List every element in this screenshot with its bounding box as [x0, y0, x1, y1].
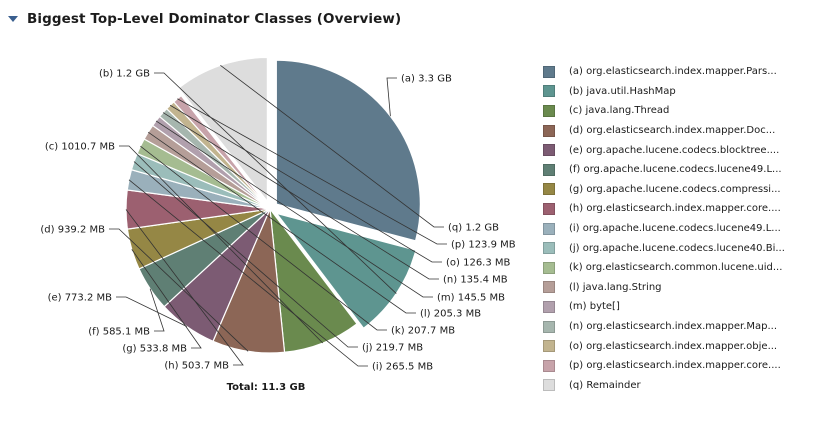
legend-item-d[interactable]: (d) org.elasticsearch.index.mapper.Doc..…: [543, 121, 828, 141]
legend-label: (f) org.apache.lucene.codecs.lucene49.L.…: [569, 164, 782, 176]
slice-label-d: (d) 939.2 MB: [40, 225, 105, 236]
legend-swatch: [543, 144, 555, 157]
section-header: Biggest Top-Level Dominator Classes (Ove…: [8, 9, 401, 29]
leader-line-k: [140, 145, 387, 331]
legend-item-j[interactable]: (j) org.apache.lucene.codecs.lucene40.Bi…: [543, 238, 828, 258]
leader-line-p: [177, 98, 447, 245]
slice-label-i: (i) 265.5 MB: [372, 362, 433, 373]
leader-line-m: [155, 120, 433, 298]
legend-label: (p) org.elasticsearch.index.mapper.core.…: [569, 360, 781, 372]
leader-line-n: [162, 112, 439, 280]
legend-swatch: [543, 340, 555, 353]
legend-item-a[interactable]: (a) org.elasticsearch.index.mapper.Pars.…: [543, 62, 828, 82]
legend-swatch: [543, 242, 555, 255]
total-label: Total: 11.3 GB: [227, 382, 306, 393]
leader-line-o: [169, 104, 442, 263]
slice-label-n: (n) 135.4 MB: [443, 275, 508, 286]
legend-label: (m) byte[]: [569, 301, 620, 313]
collapse-triangle-icon[interactable]: [8, 16, 18, 22]
slice-label-o: (o) 126.3 MB: [446, 258, 511, 269]
legend-item-n[interactable]: (n) org.elasticsearch.index.mapper.Map..…: [543, 317, 828, 337]
leader-line-j: [133, 161, 358, 348]
legend-item-f[interactable]: (f) org.apache.lucene.codecs.lucene49.L.…: [543, 160, 828, 180]
leader-line-h: [125, 209, 244, 366]
legend-label: (i) org.apache.lucene.codecs.lucene49.L.…: [569, 223, 781, 235]
slice-label-f: (f) 585.1 MB: [88, 327, 150, 338]
legend-label: (q) Remainder: [569, 379, 641, 391]
legend-label: (l) java.lang.String: [569, 281, 662, 293]
legend-item-e[interactable]: (e) org.apache.lucene.codecs.blocktree..…: [543, 140, 828, 160]
legend-label: (j) org.apache.lucene.codecs.lucene40.Bi…: [569, 242, 785, 254]
slice-label-j: (j) 219.7 MB: [362, 343, 423, 354]
slice-label-p: (p) 123.9 MB: [451, 240, 516, 251]
legend-swatch: [543, 261, 555, 274]
slice-label-g: (g) 533.8 MB: [122, 344, 187, 355]
legend-item-l[interactable]: (l) java.lang.String: [543, 278, 828, 298]
legend: (a) org.elasticsearch.index.mapper.Pars.…: [543, 62, 828, 395]
legend-label: (n) org.elasticsearch.index.mapper.Map..…: [569, 321, 778, 333]
legend-item-o[interactable]: (o) org.elasticsearch.index.mapper.obje.…: [543, 336, 828, 356]
legend-item-p[interactable]: (p) org.elasticsearch.index.mapper.core.…: [543, 356, 828, 376]
legend-item-k[interactable]: (k) org.elasticsearch.common.lucene.uid.…: [543, 258, 828, 278]
legend-swatch: [543, 359, 555, 372]
legend-swatch: [543, 65, 555, 78]
leader-line-e: [116, 296, 187, 327]
legend-swatch: [543, 124, 555, 137]
legend-item-b[interactable]: (b) java.util.HashMap: [543, 82, 828, 102]
legend-item-h[interactable]: (h) org.elasticsearch.index.mapper.core.…: [543, 199, 828, 219]
leader-line-b: [154, 72, 397, 294]
slice-label-h: (h) 503.7 MB: [164, 361, 229, 372]
legend-label: (e) org.apache.lucene.codecs.blocktree..…: [569, 144, 780, 156]
leader-line-g: [131, 249, 202, 349]
legend-swatch: [543, 222, 555, 235]
legend-label: (d) org.elasticsearch.index.mapper.Doc..…: [569, 125, 776, 137]
legend-label: (g) org.apache.lucene.codecs.compressi..…: [569, 183, 781, 195]
leader-line-f: [149, 288, 165, 332]
pie-chart: (a) 3.3 GB (b) 1.2 GB (c) 1010.7 MB (d) 939…: [40, 56, 516, 393]
legend-item-q[interactable]: (q) Remainder: [543, 376, 828, 396]
legend-swatch: [543, 379, 555, 392]
legend-swatch: [543, 85, 555, 98]
leader-line-l: [147, 131, 416, 314]
slice-label-e: (e) 773.2 MB: [48, 293, 113, 304]
leader-line-a: [386, 77, 397, 117]
page-title: Biggest Top-Level Dominator Classes (Ove…: [27, 11, 402, 27]
leader-line-i: [128, 179, 368, 367]
legend-label: (c) java.lang.Thread: [569, 105, 670, 117]
slice-label-q: (q) 1.2 GB: [448, 223, 499, 234]
legend-label: (a) org.elasticsearch.index.mapper.Pars.…: [569, 66, 777, 78]
legend-label: (k) org.elasticsearch.common.lucene.uid.…: [569, 262, 783, 274]
legend-swatch: [543, 183, 555, 196]
legend-swatch: [543, 163, 555, 176]
legend-item-g[interactable]: (g) org.apache.lucene.codecs.compressi..…: [543, 180, 828, 200]
pie-slice-a[interactable]: [275, 59, 421, 242]
leader-line-d: [109, 228, 249, 352]
legend-swatch: [543, 104, 555, 117]
slice-label-b: (b) 1.2 GB: [99, 69, 150, 80]
legend-swatch: [543, 300, 555, 313]
slice-label-k: (k) 207.7 MB: [391, 326, 455, 337]
legend-label: (b) java.util.HashMap: [569, 85, 676, 97]
legend-swatch: [543, 202, 555, 215]
legend-item-m[interactable]: (m) byte[]: [543, 297, 828, 317]
slice-label-m: (m) 145.5 MB: [437, 293, 505, 304]
slice-label-l: (l) 205.3 MB: [420, 309, 481, 320]
leader-line-q: [220, 65, 444, 228]
leader-line-c: [119, 145, 323, 344]
legend-swatch: [543, 320, 555, 333]
slice-label-c: (c) 1010.7 MB: [45, 142, 115, 153]
legend-item-i[interactable]: (i) org.apache.lucene.codecs.lucene49.L.…: [543, 219, 828, 239]
legend-label: (o) org.elasticsearch.index.mapper.obje.…: [569, 340, 778, 352]
legend-label: (h) org.elasticsearch.index.mapper.core.…: [569, 203, 781, 215]
legend-swatch: [543, 281, 555, 294]
legend-item-c[interactable]: (c) java.lang.Thread: [543, 101, 828, 121]
slice-label-a: (a) 3.3 GB: [401, 74, 452, 85]
